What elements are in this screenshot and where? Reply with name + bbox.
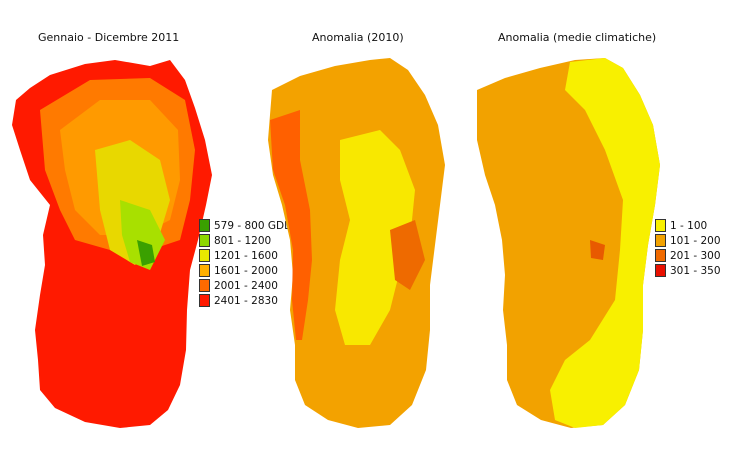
legend-label: 101 - 200: [670, 234, 721, 247]
zone: [137, 240, 155, 266]
zone: [120, 200, 165, 270]
legend-label: 801 - 1200: [214, 234, 272, 247]
zone: [270, 110, 312, 340]
legend-item: 1201 - 1600: [199, 248, 292, 263]
legend-item: 1 - 100: [655, 218, 721, 233]
map-title: Anomalia (medie climatiche): [498, 31, 657, 44]
sardinia-map: [268, 58, 445, 428]
map-title: Anomalia (2010): [312, 31, 404, 44]
legend-swatch: [655, 264, 666, 277]
legend: 579 - 800 GDD 801 - 1200 1201 - 1600 1601 -…: [199, 218, 292, 308]
legend-swatch: [199, 279, 210, 292]
legend-label: 1601 - 2000: [214, 264, 278, 277]
zone: [335, 130, 415, 345]
map-title: Gennaio - Dicembre 2011: [38, 31, 180, 44]
legend-swatch: [199, 219, 210, 232]
map-panel-gdd-2011: Gennaio - Dicembre 2011 579 - 800 GDD 801…: [0, 0, 300, 450]
legend-label: 1 - 100: [670, 219, 708, 232]
legend-swatch: [199, 234, 210, 247]
sardinia-map: [12, 60, 212, 428]
legend-item: 301 - 350: [655, 263, 721, 278]
legend-label: 2401 - 2830: [214, 294, 278, 307]
zone: [590, 240, 605, 260]
legend-item: 801 - 1200: [199, 233, 292, 248]
legend: 1 - 100 101 - 200 201 - 300 301 - 350: [655, 218, 721, 278]
map-panel-anomalia-medie: Anomalia (medie climatiche) 1 - 100 101 -…: [455, 0, 730, 450]
legend-item: 201 - 300: [655, 248, 721, 263]
legend-item: 101 - 200: [655, 233, 721, 248]
zone: [390, 220, 425, 290]
legend-swatch: [199, 249, 210, 262]
legend-swatch: [655, 234, 666, 247]
map-panel-anomalia-2010: Anomalia (2010): [240, 0, 460, 450]
legend-swatch: [199, 264, 210, 277]
legend-item: 2401 - 2830: [199, 293, 292, 308]
legend-item: 2001 - 2400: [199, 278, 292, 293]
legend-swatch: [655, 219, 666, 232]
legend-label: 2001 - 2400: [214, 279, 278, 292]
legend-label: 1201 - 1600: [214, 249, 278, 262]
legend-item: 1601 - 2000: [199, 263, 292, 278]
legend-item: 579 - 800 GDD: [199, 218, 292, 233]
legend-swatch: [199, 294, 210, 307]
zone: [550, 58, 660, 428]
legend-label: 579 - 800 GDD: [214, 219, 293, 232]
legend-label: 301 - 350: [670, 264, 721, 277]
legend-swatch: [655, 249, 666, 262]
legend-label: 201 - 300: [670, 249, 721, 262]
sardinia-map: [477, 58, 660, 428]
